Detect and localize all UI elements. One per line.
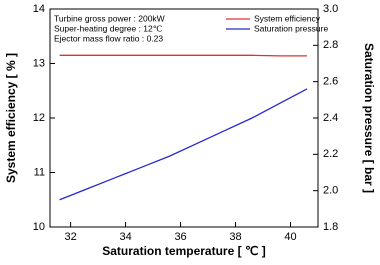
y-tick-label: 12 xyxy=(33,112,45,124)
y2-tick-label: 2.4 xyxy=(323,112,338,124)
annotation: Super-heating degree : 12℃ xyxy=(54,23,163,33)
x-tick-label: 32 xyxy=(64,231,76,243)
annotation: Turbine gross power : 200kW xyxy=(54,13,165,23)
y2-tick-label: 2.8 xyxy=(323,39,338,51)
y2-tick-label: 3.0 xyxy=(323,3,338,15)
y-axis-label: System efficiency [ % ] xyxy=(4,53,18,183)
y2-tick-label: 1.8 xyxy=(323,221,338,233)
y-tick-label: 14 xyxy=(33,3,45,15)
y-tick-label: 13 xyxy=(33,57,45,69)
y2-tick-label: 2.0 xyxy=(323,185,338,197)
legend-label: Saturation pressure xyxy=(254,23,328,33)
y-tick-label: 11 xyxy=(34,166,45,178)
y2-axis-label: Saturation pressure [ bar ] xyxy=(362,43,376,193)
x-tick-label: 38 xyxy=(229,231,241,243)
y-tick-label: 10 xyxy=(33,221,45,233)
series-line xyxy=(59,88,308,201)
series-line xyxy=(59,54,308,57)
legend-label: System efficiency xyxy=(254,13,321,23)
x-tick-label: 36 xyxy=(174,231,186,243)
y2-tick-label: 2.2 xyxy=(323,148,338,160)
y2-tick-label: 2.6 xyxy=(323,76,338,88)
annotation: Ejector mass flow ratio : 0.23 xyxy=(54,33,163,43)
x-tick-label: 40 xyxy=(284,231,296,243)
x-tick-label: 34 xyxy=(119,231,131,243)
x-axis-label: Saturation temperature [ ℃ ] xyxy=(102,244,266,258)
